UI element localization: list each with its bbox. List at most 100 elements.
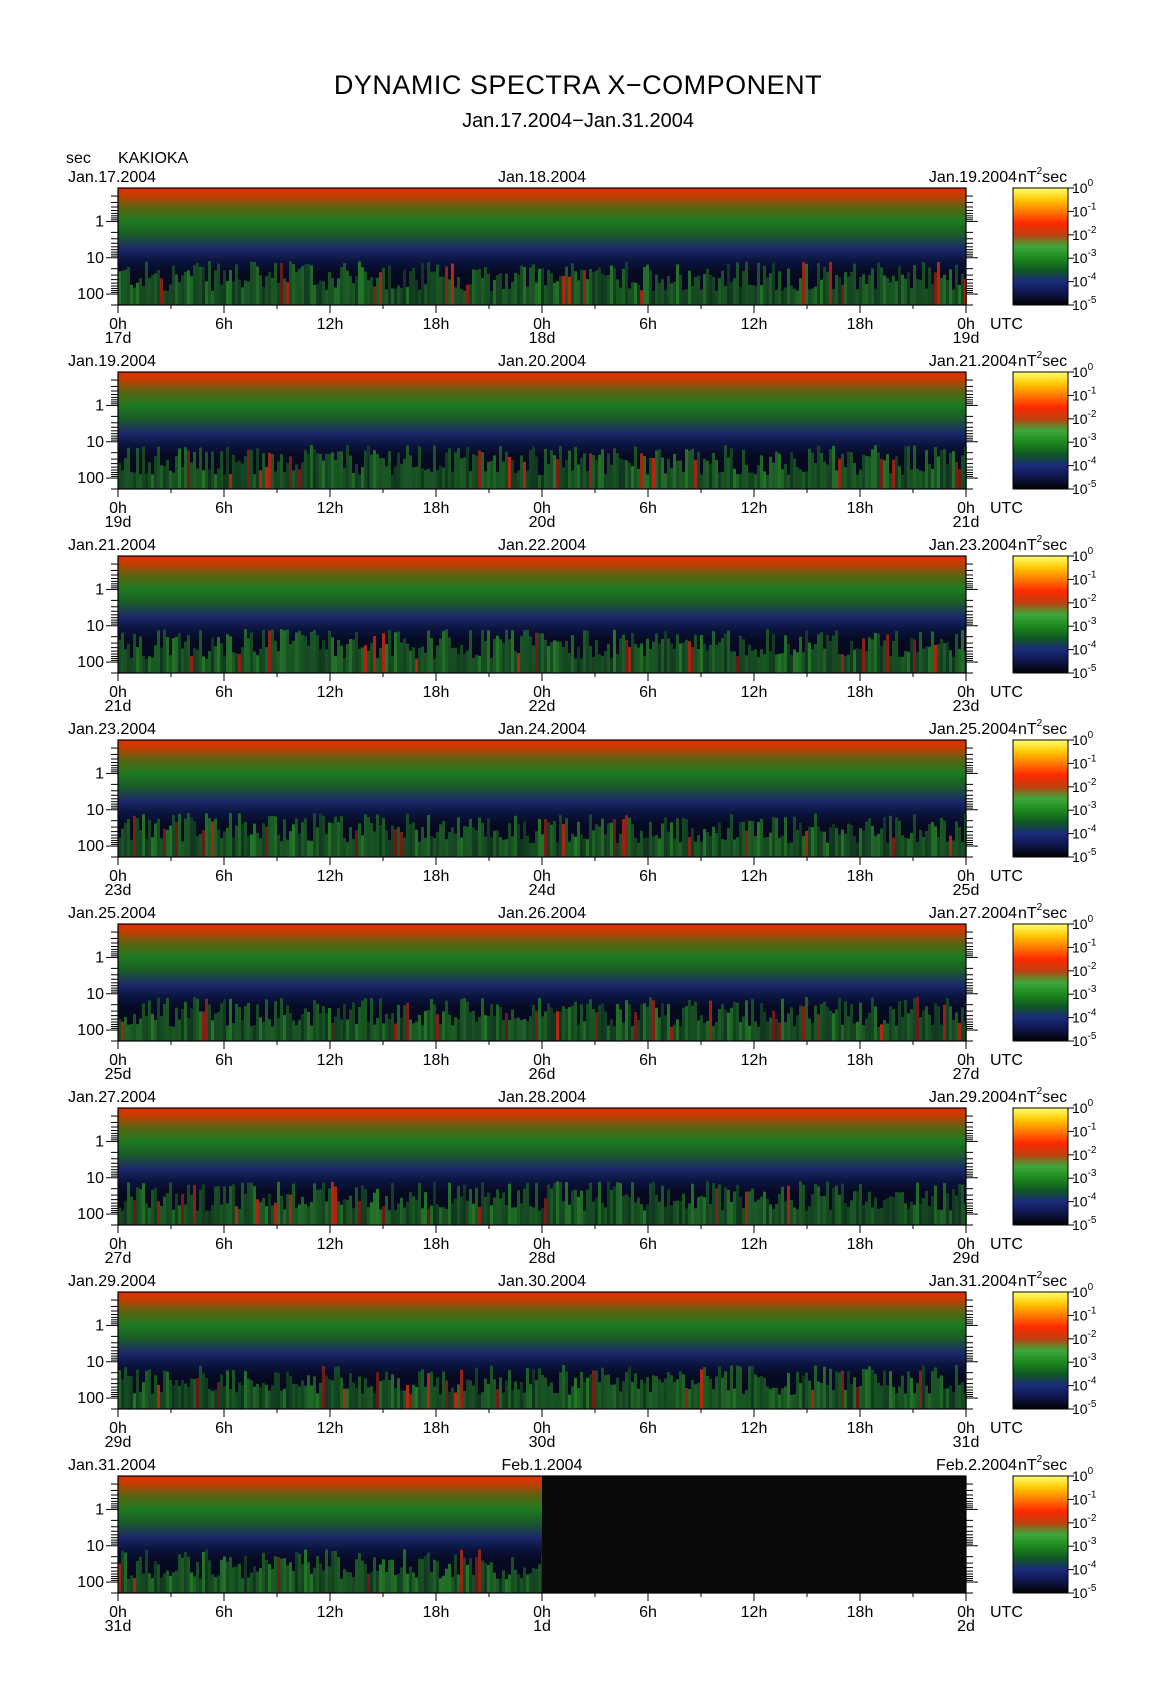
station-label: KAKIOKA — [118, 150, 189, 167]
day-right: 19d — [953, 330, 980, 347]
colorbar-unit: nT2sec — [1018, 350, 1067, 370]
panel-4: Jan.23.2004 Jan.24.2004 Jan.25.2004 nT2sec1… — [68, 718, 1097, 899]
x-tick-label: 0h — [533, 316, 551, 333]
x-tick-label: 0h — [109, 868, 127, 885]
date-right: Jan.23.2004 — [929, 537, 1017, 554]
y-axis: 1 10 100 — [77, 195, 978, 306]
x-tick-label: 0h — [957, 1236, 975, 1253]
day-left: 29d — [105, 1434, 132, 1451]
x-tick-label: 6h — [215, 868, 233, 885]
x-unit-label: UTC — [990, 1052, 1023, 1069]
x-unit-label: UTC — [990, 316, 1023, 333]
colorbar: 100 10-1 10-2 10-3 10-4 10-5 — [1012, 546, 1097, 681]
colorbar-tick: 100 — [1072, 1098, 1094, 1116]
colorbar-tick: 10-4 — [1072, 1192, 1097, 1210]
day-mid: 18d — [529, 330, 556, 347]
y-tick-label: 10 — [86, 618, 104, 635]
x-tick-label: 12h — [741, 684, 768, 701]
x-tick-label: 18h — [847, 1420, 874, 1437]
x-tick-label: 12h — [317, 316, 344, 333]
colorbar-tick: 10-5 — [1072, 479, 1097, 497]
colorbar-tick: 10-2 — [1072, 1145, 1097, 1163]
day-left: 27d — [105, 1250, 132, 1267]
panel-5: Jan.25.2004 Jan.26.2004 Jan.27.2004 nT2sec1… — [68, 902, 1097, 1083]
date-left: Jan.23.2004 — [68, 721, 156, 738]
date-mid: Jan.24.2004 — [498, 721, 586, 738]
x-tick-label: 6h — [215, 1236, 233, 1253]
x-tick-label: 6h — [215, 500, 233, 517]
colorbar-tick: 10-1 — [1072, 1121, 1097, 1139]
colorbar-tick: 10-2 — [1072, 1329, 1097, 1347]
y-unit-label: sec — [66, 150, 91, 167]
activity-texture — [118, 997, 967, 1041]
date-mid: Jan.22.2004 — [498, 537, 586, 554]
y-tick-label: 100 — [77, 286, 104, 303]
date-left: Jan.19.2004 — [68, 353, 156, 370]
colorbar-tick: 100 — [1072, 1466, 1094, 1484]
x-tick-label: 6h — [639, 500, 657, 517]
x-tick-label: 6h — [639, 868, 657, 885]
colorbar-unit: nT2sec — [1018, 1086, 1067, 1106]
date-right: Jan.31.2004 — [929, 1273, 1017, 1290]
colorbar-tick: 10-5 — [1072, 295, 1097, 313]
colorbar-tick: 100 — [1072, 546, 1094, 564]
colorbar: 100 10-1 10-2 10-3 10-4 10-5 — [1012, 1098, 1097, 1233]
y-tick-label: 1 — [95, 581, 104, 598]
colorbar-tick: 10-3 — [1072, 432, 1097, 450]
x-tick-label: 18h — [847, 868, 874, 885]
colorbar-unit: nT2sec — [1018, 902, 1067, 922]
x-tick-label: 12h — [317, 1052, 344, 1069]
x-tick-label: 12h — [741, 868, 768, 885]
x-tick-label: 12h — [317, 1236, 344, 1253]
day-mid: 22d — [529, 698, 556, 715]
colorbar-tick: 10-4 — [1072, 272, 1097, 290]
colorbar: 100 10-1 10-2 10-3 10-4 10-5 — [1012, 362, 1097, 497]
colorbar-tick: 10-3 — [1072, 1352, 1097, 1370]
colorbar-unit: nT2sec — [1018, 718, 1067, 738]
x-tick-label: 18h — [423, 316, 450, 333]
x-tick-label: 18h — [847, 684, 874, 701]
colorbar-tick: 10-2 — [1072, 1513, 1097, 1531]
x-tick-label: 0h — [533, 1420, 551, 1437]
y-tick-label: 1 — [95, 213, 104, 230]
day-left: 23d — [105, 882, 132, 899]
x-tick-label: 0h — [109, 500, 127, 517]
y-axis: 1 10 100 — [77, 1299, 978, 1410]
colorbar-unit: nT2sec — [1018, 534, 1067, 554]
day-right: 31d — [953, 1434, 980, 1451]
day-mid: 28d — [529, 1250, 556, 1267]
x-tick-label: 0h — [109, 1236, 127, 1253]
y-tick-label: 10 — [86, 986, 104, 1003]
y-tick-label: 10 — [86, 1354, 104, 1371]
x-tick-label: 6h — [639, 316, 657, 333]
colorbar-tick: 10-4 — [1072, 1560, 1097, 1578]
date-left: Jan.21.2004 — [68, 537, 156, 554]
x-tick-label: 12h — [317, 684, 344, 701]
y-tick-label: 100 — [77, 654, 104, 671]
colorbar-tick: 100 — [1072, 178, 1094, 196]
panel-2: Jan.19.2004 Jan.20.2004 Jan.21.2004 nT2sec1… — [68, 350, 1097, 531]
no-data-region — [542, 1476, 966, 1593]
colorbar-tick: 10-1 — [1072, 385, 1097, 403]
colorbar-unit: nT2sec — [1018, 166, 1067, 186]
day-left: 25d — [105, 1066, 132, 1083]
activity-texture — [118, 813, 967, 857]
x-axis: 0h 6h 12h 18h 0h 6h 12h 18h 0h UTC 17d 18d 19d — [105, 305, 1023, 347]
date-right: Feb.2.2004 — [936, 1457, 1017, 1474]
x-tick-label: 0h — [109, 1052, 127, 1069]
y-tick-label: 100 — [77, 838, 104, 855]
chart-subtitle: Jan.17.2004−Jan.31.2004 — [462, 110, 694, 132]
x-tick-label: 18h — [847, 1236, 874, 1253]
date-mid: Jan.18.2004 — [498, 169, 586, 186]
x-axis: 0h 6h 12h 18h 0h 6h 12h 18h 0h UTC 27d 28d 29d — [105, 1225, 1023, 1267]
colorbar-tick: 10-3 — [1072, 248, 1097, 266]
date-left: Jan.17.2004 — [68, 169, 156, 186]
x-tick-label: 18h — [423, 500, 450, 517]
colorbar-unit: nT2sec — [1018, 1454, 1067, 1474]
y-tick-label: 1 — [95, 1501, 104, 1518]
y-tick-label: 10 — [86, 1538, 104, 1555]
colorbar-tick: 10-1 — [1072, 201, 1097, 219]
y-axis: 1 10 100 — [77, 563, 978, 674]
y-axis: 1 10 100 — [77, 1483, 978, 1594]
